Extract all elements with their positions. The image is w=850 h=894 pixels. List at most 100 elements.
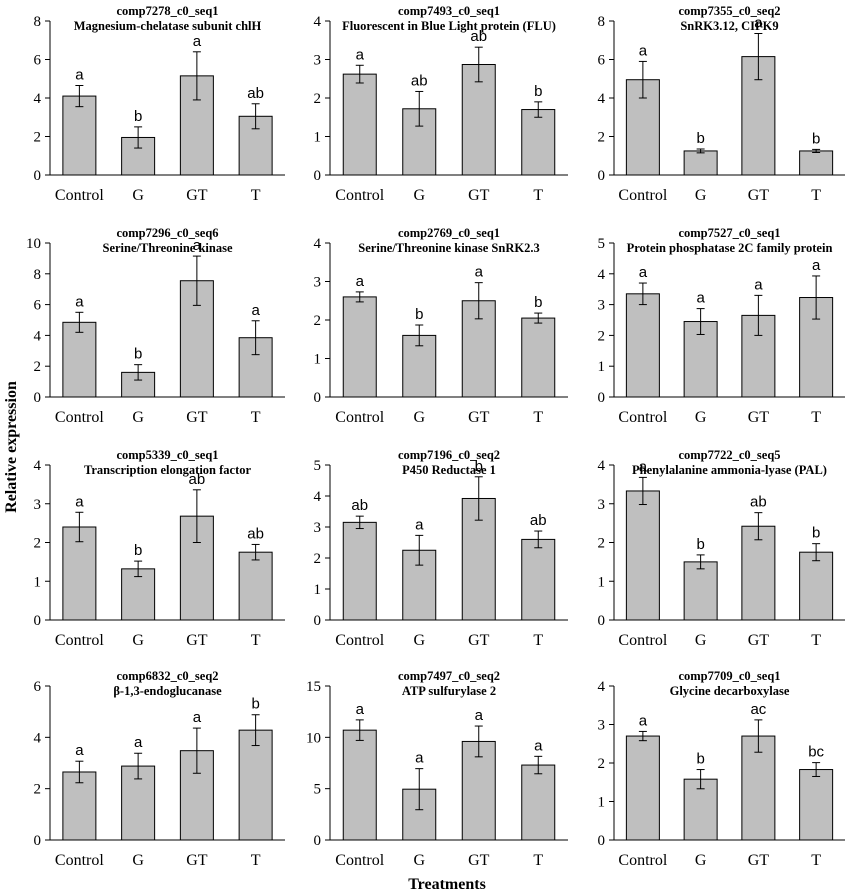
category-label: T <box>251 632 261 649</box>
significance-label: a <box>251 302 260 319</box>
category-label: G <box>695 632 707 649</box>
category-label: Control <box>335 187 384 204</box>
category-label: T <box>533 409 543 426</box>
category-label: T <box>811 632 821 649</box>
category-label: G <box>695 187 707 204</box>
y-tick-label: 1 <box>598 795 606 811</box>
chart-title: comp7527_c0_seq1 <box>678 226 780 240</box>
chart-title: comp7497_c0_seq2 <box>398 669 500 683</box>
significance-label: ab <box>247 525 264 542</box>
y-tick-label: 2 <box>598 756 606 772</box>
significance-label: a <box>75 493 84 510</box>
significance-label: a <box>75 742 84 759</box>
y-tick-label: 4 <box>598 679 606 695</box>
y-tick-label: 5 <box>314 458 322 474</box>
bar <box>683 561 718 621</box>
y-tick-label: 1 <box>598 574 606 590</box>
category-label: G <box>695 852 707 869</box>
y-axis-title: Relative expression <box>3 381 20 513</box>
category-label: Control <box>55 632 104 649</box>
chart-subtitle: Transcription elongation factor <box>84 463 252 477</box>
category-label: GT <box>468 852 490 869</box>
category-label: Control <box>55 187 104 204</box>
category-label: Control <box>335 409 384 426</box>
significance-label: b <box>251 696 259 713</box>
significance-label: b <box>696 751 704 768</box>
bar <box>342 521 377 621</box>
significance-label: b <box>534 294 542 311</box>
chart-subtitle: P450 Reductase 1 <box>402 463 496 477</box>
y-tick-label: 2 <box>598 328 606 344</box>
y-tick-label: 0 <box>314 390 322 406</box>
significance-label: a <box>475 264 484 281</box>
chart-title: comp7278_c0_seq1 <box>116 4 218 18</box>
y-tick-label: 4 <box>34 328 42 344</box>
significance-label: a <box>193 33 202 50</box>
x-axis-title: Treatments <box>408 876 486 893</box>
y-tick-label: 8 <box>598 14 606 30</box>
y-tick-label: 0 <box>34 390 42 406</box>
significance-label: a <box>639 712 648 729</box>
y-tick-label: 2 <box>34 782 42 798</box>
bar <box>521 109 556 176</box>
category-label: GT <box>186 852 208 869</box>
category-label: GT <box>186 632 208 649</box>
y-tick-label: 6 <box>34 53 42 69</box>
significance-label: bc <box>808 744 824 761</box>
y-tick-label: 1 <box>314 582 322 598</box>
category-label: Control <box>335 632 384 649</box>
bar <box>62 321 97 398</box>
y-tick-label: 3 <box>314 53 322 69</box>
category-label: GT <box>748 187 770 204</box>
significance-label: ab <box>750 494 767 511</box>
category-label: G <box>413 187 425 204</box>
y-tick-label: 3 <box>34 497 42 513</box>
category-label: G <box>132 409 144 426</box>
y-tick-label: 0 <box>34 613 42 629</box>
chart-subtitle: SnRK3.12, CIPK9 <box>680 19 778 33</box>
significance-label: a <box>415 516 424 533</box>
category-label: GT <box>468 409 490 426</box>
significance-label: a <box>754 15 763 32</box>
chart-subtitle: ATP sulfurylase 2 <box>402 684 496 698</box>
category-label: T <box>811 409 821 426</box>
category-label: G <box>413 852 425 869</box>
y-tick-label: 0 <box>598 833 606 849</box>
significance-label: a <box>193 709 202 726</box>
significance-label: a <box>134 734 143 751</box>
bar <box>741 735 776 841</box>
y-tick-label: 0 <box>598 168 606 184</box>
y-tick-label: 4 <box>34 91 42 107</box>
y-tick-label: 6 <box>34 298 42 314</box>
y-tick-label: 1 <box>34 574 42 590</box>
significance-label: a <box>639 42 648 59</box>
y-tick-label: 2 <box>598 536 606 552</box>
y-tick-label: 3 <box>598 718 606 734</box>
y-tick-label: 3 <box>314 520 322 536</box>
bar <box>62 771 97 841</box>
significance-label: b <box>134 346 142 363</box>
category-label: GT <box>748 409 770 426</box>
y-tick-label: 4 <box>34 458 42 474</box>
y-tick-label: 5 <box>314 782 322 798</box>
category-label: GT <box>186 409 208 426</box>
y-tick-label: 0 <box>34 168 42 184</box>
chart-title: comp7296_c0_seq6 <box>116 226 218 240</box>
chart-title: comp6832_c0_seq2 <box>116 669 218 683</box>
significance-label: b <box>812 130 820 147</box>
y-tick-label: 2 <box>34 359 42 375</box>
category-label: G <box>132 852 144 869</box>
bar <box>741 525 776 621</box>
chart-title: comp7196_c0_seq2 <box>398 448 500 462</box>
y-tick-label: 4 <box>598 458 606 474</box>
category-label: T <box>251 187 261 204</box>
bar <box>625 490 660 621</box>
category-label: T <box>811 187 821 204</box>
significance-label: b <box>415 306 423 323</box>
